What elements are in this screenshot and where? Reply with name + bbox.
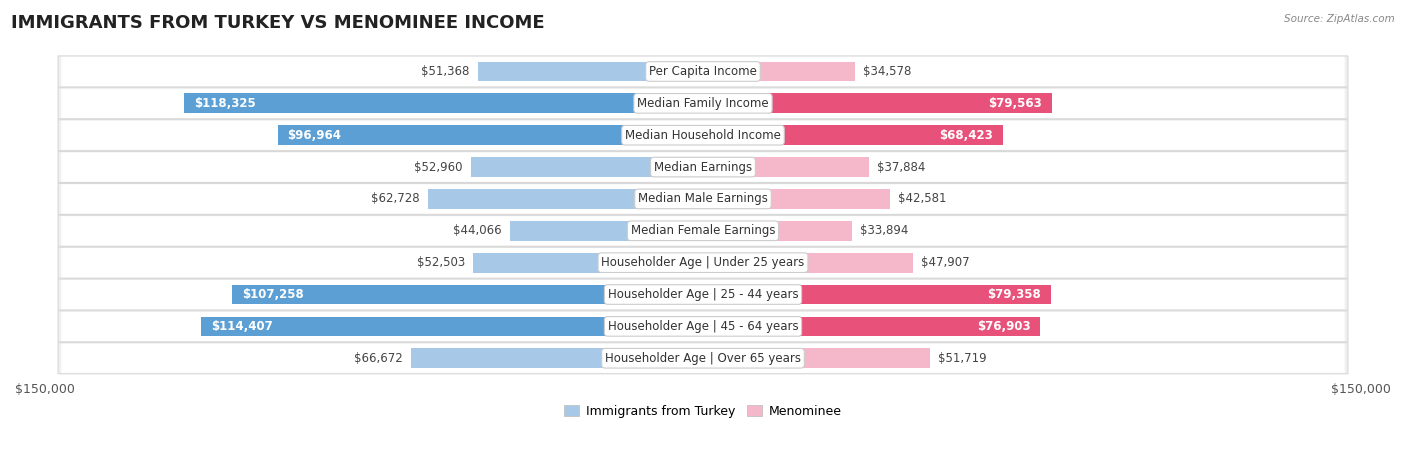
Text: Householder Age | 45 - 64 years: Householder Age | 45 - 64 years (607, 320, 799, 333)
Text: $68,423: $68,423 (939, 129, 993, 142)
Bar (703, 221, 852, 241)
Text: Householder Age | 25 - 44 years: Householder Age | 25 - 44 years (607, 288, 799, 301)
Text: Householder Age | Under 25 years: Householder Age | Under 25 years (602, 256, 804, 269)
Text: $79,563: $79,563 (988, 97, 1042, 110)
FancyBboxPatch shape (62, 248, 1344, 277)
FancyBboxPatch shape (62, 184, 1344, 213)
Text: $66,672: $66,672 (354, 352, 402, 365)
Text: IMMIGRANTS FROM TURKEY VS MENOMINEE INCOME: IMMIGRANTS FROM TURKEY VS MENOMINEE INCO… (11, 14, 546, 32)
FancyBboxPatch shape (62, 152, 1344, 182)
Text: $52,503: $52,503 (416, 256, 465, 269)
Bar (184, 93, 703, 113)
Bar (703, 93, 1052, 113)
FancyBboxPatch shape (58, 343, 1348, 374)
Text: $52,960: $52,960 (415, 161, 463, 174)
FancyBboxPatch shape (58, 151, 1348, 183)
Bar (427, 189, 703, 209)
Bar (703, 125, 1002, 145)
Text: $76,903: $76,903 (977, 320, 1031, 333)
FancyBboxPatch shape (58, 279, 1348, 310)
Text: $47,907: $47,907 (921, 256, 970, 269)
Text: Median Female Earnings: Median Female Earnings (631, 224, 775, 237)
Text: $114,407: $114,407 (211, 320, 273, 333)
FancyBboxPatch shape (58, 184, 1348, 214)
FancyBboxPatch shape (58, 120, 1348, 151)
Text: $37,884: $37,884 (877, 161, 925, 174)
Text: $51,368: $51,368 (422, 65, 470, 78)
Bar (703, 62, 855, 81)
Bar (201, 317, 703, 336)
Bar (411, 348, 703, 368)
FancyBboxPatch shape (62, 344, 1344, 373)
Legend: Immigrants from Turkey, Menominee: Immigrants from Turkey, Menominee (560, 400, 846, 423)
FancyBboxPatch shape (62, 89, 1344, 118)
FancyBboxPatch shape (62, 57, 1344, 86)
Text: $33,894: $33,894 (859, 224, 908, 237)
Text: Per Capita Income: Per Capita Income (650, 65, 756, 78)
Text: Householder Age | Over 65 years: Householder Age | Over 65 years (605, 352, 801, 365)
Bar (510, 221, 703, 241)
Text: $79,358: $79,358 (987, 288, 1042, 301)
Text: $51,719: $51,719 (938, 352, 987, 365)
Bar (232, 285, 703, 304)
Bar (471, 157, 703, 177)
Bar (472, 253, 703, 273)
Text: $62,728: $62,728 (371, 192, 420, 205)
Text: Source: ZipAtlas.com: Source: ZipAtlas.com (1284, 14, 1395, 24)
Text: $118,325: $118,325 (194, 97, 256, 110)
Text: $44,066: $44,066 (453, 224, 502, 237)
Text: Median Male Earnings: Median Male Earnings (638, 192, 768, 205)
Bar (703, 348, 929, 368)
Bar (478, 62, 703, 81)
Text: Median Family Income: Median Family Income (637, 97, 769, 110)
Text: $34,578: $34,578 (863, 65, 911, 78)
Bar (703, 157, 869, 177)
Bar (703, 253, 912, 273)
Bar (703, 189, 890, 209)
Text: Median Earnings: Median Earnings (654, 161, 752, 174)
Text: $96,964: $96,964 (287, 129, 342, 142)
FancyBboxPatch shape (62, 312, 1344, 341)
FancyBboxPatch shape (58, 56, 1348, 87)
Text: Median Household Income: Median Household Income (626, 129, 780, 142)
FancyBboxPatch shape (62, 280, 1344, 309)
Text: $42,581: $42,581 (897, 192, 946, 205)
FancyBboxPatch shape (58, 311, 1348, 342)
FancyBboxPatch shape (58, 215, 1348, 247)
Text: $107,258: $107,258 (242, 288, 304, 301)
FancyBboxPatch shape (58, 247, 1348, 278)
FancyBboxPatch shape (62, 216, 1344, 246)
FancyBboxPatch shape (58, 88, 1348, 119)
Bar (703, 317, 1040, 336)
Bar (703, 285, 1052, 304)
FancyBboxPatch shape (62, 120, 1344, 150)
Bar (277, 125, 703, 145)
